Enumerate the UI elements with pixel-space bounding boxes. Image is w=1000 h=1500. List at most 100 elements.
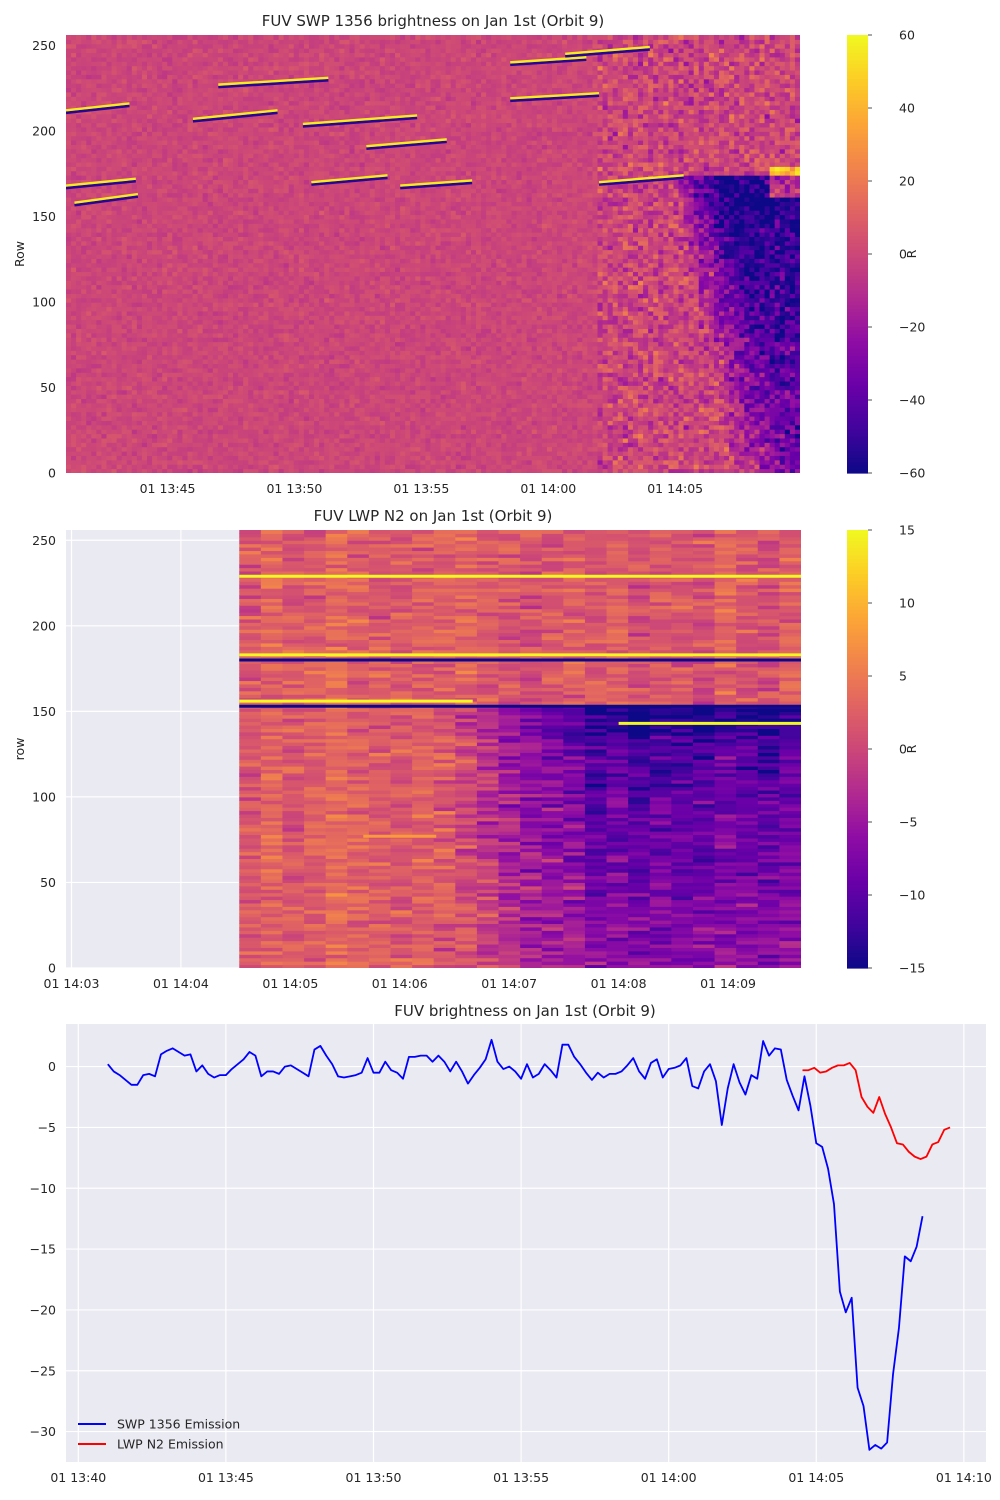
lwp-x-tick-label: 01 14:09 bbox=[700, 976, 756, 991]
swp-streak-shadow bbox=[565, 48, 650, 58]
line-x-tick-label: 01 13:50 bbox=[346, 1470, 402, 1485]
swp-heatmap-yticks: 0 50 100 150 200 250 bbox=[32, 38, 56, 481]
lwp-colorbar-tick-label: 10 bbox=[899, 596, 915, 611]
lwp-x-tick-label: 01 14:06 bbox=[372, 976, 428, 991]
swp-streak-shadow bbox=[302, 116, 418, 128]
line-x-tick-label: 01 14:10 bbox=[936, 1470, 992, 1485]
swp-streak-shadow bbox=[311, 176, 388, 186]
swp-colorbar-tick-label: −20 bbox=[899, 320, 925, 335]
line-x-tick-label: 01 13:40 bbox=[50, 1470, 106, 1485]
swp-y-tick-label: 100 bbox=[32, 294, 56, 309]
lwp-colorbar: 15 10 5 0 −5 −10 −15 bbox=[847, 523, 925, 976]
swp-y-tick-label: 0 bbox=[48, 466, 56, 481]
swp-streak-shadow bbox=[74, 195, 139, 207]
lwp-x-tick-label: 01 14:08 bbox=[591, 976, 647, 991]
swp-streak-shadow bbox=[218, 78, 329, 89]
lwp-x-tick-label: 01 14:07 bbox=[481, 976, 537, 991]
swp-x-tick-label: 01 14:00 bbox=[520, 481, 576, 496]
swp-streak bbox=[66, 177, 136, 187]
lwp-heatmap-xticks: 01 14:03 01 14:04 01 14:05 01 14:06 01 14:07… bbox=[44, 976, 757, 991]
lwp-colorbar-label: R bbox=[904, 744, 919, 753]
line-y-tick-label: −30 bbox=[30, 1424, 56, 1439]
swp-streak-shadow bbox=[598, 176, 684, 186]
lwp-heatmap-panel: FUV LWP N2 on Jan 1st (Orbit 9) row 0501… bbox=[12, 507, 925, 991]
swp-streak-shadow bbox=[66, 104, 130, 115]
swp-heatmap-ylabel: Row bbox=[12, 241, 27, 267]
line-y-tick-label: −15 bbox=[30, 1242, 56, 1257]
line-y-tick-label: −10 bbox=[30, 1181, 56, 1196]
lwp-y-tick-label: 200 bbox=[32, 618, 56, 633]
swp-y-tick-label: 200 bbox=[32, 123, 56, 138]
swp-y-tick-label: 50 bbox=[40, 380, 56, 395]
swp-streak bbox=[66, 102, 130, 112]
lwp-y-tick-label: 100 bbox=[32, 789, 56, 804]
lwp-y-tick-label: 250 bbox=[32, 533, 56, 548]
line-x-tick-label: 01 14:05 bbox=[788, 1470, 844, 1485]
swp-streak-shadow bbox=[400, 181, 473, 190]
swp-colorbar: 60 40 20 0 −20 −40 −60 bbox=[847, 28, 925, 481]
lwp-x-tick-label: 01 14:04 bbox=[153, 976, 209, 991]
lwp-colorbar-tick-label: −5 bbox=[899, 815, 917, 830]
swp-streak bbox=[510, 56, 587, 64]
lwp-n2-series-line bbox=[802, 1062, 951, 1160]
swp-streak bbox=[598, 174, 684, 184]
swp-x-tick-label: 01 14:05 bbox=[647, 481, 703, 496]
swp-streak bbox=[565, 45, 650, 56]
swp-streak bbox=[192, 109, 278, 121]
swp-heatmap-panel: FUV SWP 1356 brightness on Jan 1st (Orbi… bbox=[12, 12, 925, 496]
swp-colorbar-tick-label: −40 bbox=[899, 393, 925, 408]
lwp-x-tick-label: 01 14:03 bbox=[44, 976, 100, 991]
swp-heatmap-xticks: 01 13:45 01 13:50 01 13:55 01 14:00 01 14:05 bbox=[140, 481, 704, 496]
swp-streak-shadow bbox=[510, 58, 587, 67]
legend-label: LWP N2 Emission bbox=[117, 1437, 224, 1452]
lwp-colorbar-tick-label: −15 bbox=[899, 961, 925, 976]
swp-streak-shadow bbox=[66, 179, 136, 190]
swp-streak bbox=[218, 76, 329, 86]
line-x-tick-label: 01 13:45 bbox=[198, 1470, 254, 1485]
line-chart-legend: SWP 1356 Emission LWP N2 Emission bbox=[78, 1417, 240, 1452]
lwp-heatmap-title: FUV LWP N2 on Jan 1st (Orbit 9) bbox=[314, 507, 553, 525]
lwp-colorbar-tick-label: 0 bbox=[899, 742, 907, 757]
line-x-tick-label: 01 14:00 bbox=[641, 1470, 697, 1485]
swp-1356-series-line bbox=[107, 1038, 924, 1451]
swp-colorbar-tick-label: 0 bbox=[899, 247, 907, 262]
lwp-heatmap-yticks: 0 50 100 150 200 250 bbox=[32, 533, 56, 976]
lwp-colorbar-tick-label: 5 bbox=[899, 669, 907, 684]
swp-colorbar-tick-label: 20 bbox=[899, 174, 915, 189]
line-y-tick-label: −5 bbox=[38, 1120, 56, 1135]
swp-streak-shadow bbox=[366, 140, 447, 151]
line-chart-series bbox=[107, 1038, 951, 1451]
line-y-tick-label: −25 bbox=[30, 1363, 56, 1378]
line-y-tick-label: −20 bbox=[30, 1302, 56, 1317]
swp-streak-shadow bbox=[510, 94, 600, 103]
line-x-tick-label: 01 13:55 bbox=[493, 1470, 549, 1485]
brightness-line-panel: FUV brightness on Jan 1st (Orbit 9) 0 −5 −… bbox=[30, 1002, 992, 1485]
lwp-colorbar-tick-label: 15 bbox=[899, 523, 915, 538]
swp-streak bbox=[302, 114, 418, 126]
swp-colorbar-tick-label: 40 bbox=[899, 101, 915, 116]
legend-label: SWP 1356 Emission bbox=[117, 1417, 240, 1432]
swp-streak bbox=[400, 179, 473, 187]
swp-x-tick-label: 01 13:45 bbox=[140, 481, 196, 496]
swp-streak-shadow bbox=[192, 111, 278, 123]
lwp-y-tick-label: 50 bbox=[40, 875, 56, 890]
swp-streak bbox=[510, 91, 600, 100]
swp-y-tick-label: 150 bbox=[32, 209, 56, 224]
swp-x-tick-label: 01 13:50 bbox=[266, 481, 322, 496]
lwp-heatmap-cells bbox=[239, 530, 801, 968]
swp-streak bbox=[311, 174, 388, 184]
swp-colorbar-tick-label: −60 bbox=[899, 466, 925, 481]
swp-heatmap-title: FUV SWP 1356 brightness on Jan 1st (Orbi… bbox=[262, 12, 605, 30]
swp-colorbar-tick-label: 60 bbox=[899, 28, 915, 43]
line-chart-yticks: 0 −5 −10 −15 −20 −25 −30 bbox=[30, 1059, 56, 1439]
lwp-colorbar-tick-label: −10 bbox=[899, 888, 925, 903]
lwp-y-tick-label: 150 bbox=[32, 704, 56, 719]
line-y-tick-label: 0 bbox=[48, 1059, 56, 1074]
lwp-x-tick-label: 01 14:05 bbox=[262, 976, 318, 991]
swp-y-tick-label: 250 bbox=[32, 38, 56, 53]
swp-heatmap-cells bbox=[66, 35, 800, 473]
swp-streak bbox=[366, 138, 447, 148]
swp-colorbar-label: R bbox=[904, 249, 919, 258]
line-chart-title: FUV brightness on Jan 1st (Orbit 9) bbox=[394, 1002, 655, 1020]
